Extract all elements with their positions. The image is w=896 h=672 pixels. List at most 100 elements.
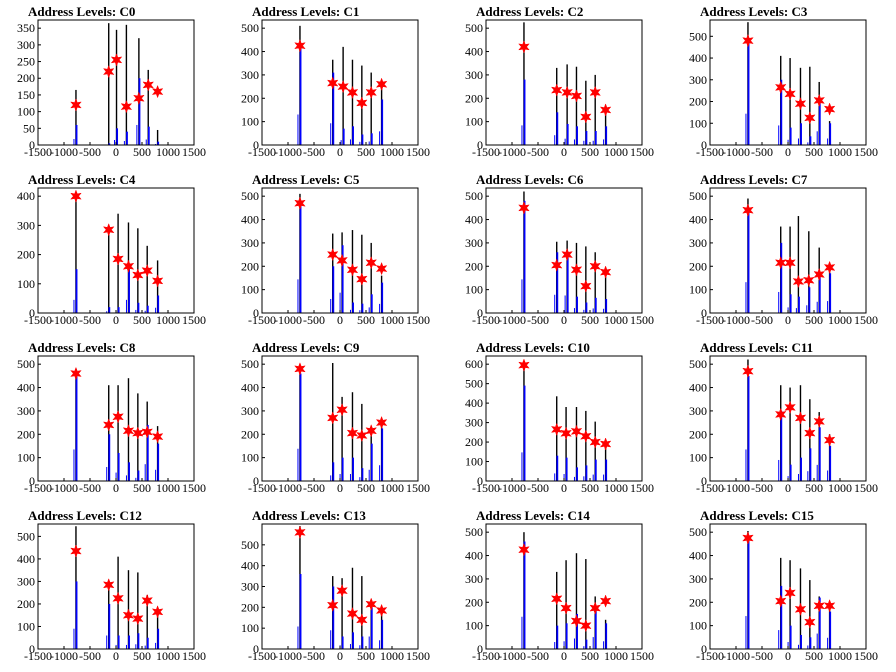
y-tick-label: 100 [17, 451, 35, 465]
x-tick-label: 1500 [406, 145, 430, 159]
y-tick-label: 200 [17, 71, 35, 85]
x-tick-label: -1500 [24, 313, 52, 327]
x-tick-label: -1500 [472, 313, 500, 327]
level-marker [132, 426, 144, 440]
y-tick-label: 0 [29, 642, 35, 656]
level-marker [346, 606, 359, 621]
x-tick-label: -500 [79, 481, 101, 495]
y-tick-label: 300 [689, 404, 707, 418]
y-tick-label: 400 [689, 213, 707, 227]
x-tick-label: 0 [113, 145, 119, 159]
y-tick-label: 500 [689, 357, 707, 371]
chart-panel-4: Address Levels: C4 0 100 200 300 400 -1500-100… [17, 172, 206, 327]
level-marker [804, 615, 816, 629]
chart-title: Address Levels: C0 [28, 4, 135, 19]
chart-panel-7: Address Levels: C70100200300400500-1500-… [689, 172, 878, 327]
x-tick-label: 1000 [604, 649, 628, 663]
y-tick-label: 0 [701, 474, 707, 488]
x-tick-label: 1000 [604, 481, 628, 495]
level-marker [804, 111, 816, 125]
y-tick-label: 0 [477, 138, 483, 152]
chart-title: Address Levels: C4 [28, 172, 136, 187]
x-tick-label: 1000 [828, 481, 852, 495]
x-tick-label: 1000 [604, 145, 628, 159]
level-marker [346, 85, 359, 100]
plot-frame [261, 19, 419, 146]
chart-title: Address Levels: C1 [252, 4, 359, 19]
x-tick-label: 1500 [182, 649, 206, 663]
chart-title: Address Levels: C3 [700, 4, 808, 19]
level-marker [599, 437, 612, 451]
level-marker [823, 260, 836, 275]
y-tick-label: 100 [689, 619, 707, 633]
plot-frame [485, 19, 643, 146]
level-marker [550, 592, 563, 606]
x-tick-label: -1000 [274, 649, 302, 663]
x-tick-label: 500 [805, 313, 823, 327]
y-tick-label: 500 [241, 189, 259, 203]
level-marker [132, 268, 144, 282]
x-tick-label: 1000 [828, 649, 852, 663]
plot-frame [709, 523, 867, 650]
x-tick-label: 1500 [630, 649, 654, 663]
level-marker [580, 279, 592, 293]
level-marker [336, 583, 348, 598]
y-tick-label: 300 [17, 574, 35, 588]
level-marker [518, 358, 530, 372]
y-tick-label: 0 [253, 306, 259, 320]
level-marker [784, 87, 796, 101]
level-marker [70, 98, 82, 112]
x-tick-label: -1000 [722, 145, 750, 159]
y-tick-label: 500 [17, 357, 35, 371]
y-tick-label: 200 [17, 248, 35, 262]
y-tick-label: 300 [241, 580, 259, 594]
y-tick-label: 100 [689, 116, 707, 130]
x-tick-label: -1000 [722, 649, 750, 663]
level-marker [580, 429, 592, 443]
y-tick-label: 300 [17, 218, 35, 232]
y-tick-label: 200 [689, 427, 707, 441]
y-tick-label: 100 [241, 451, 259, 465]
y-tick-label: 300 [689, 236, 707, 250]
level-marker [823, 433, 836, 447]
x-tick-label: -500 [79, 145, 101, 159]
y-tick-label: 500 [241, 538, 259, 552]
x-tick-label: -500 [303, 145, 325, 159]
level-marker [151, 605, 164, 619]
y-tick-label: 500 [465, 525, 483, 539]
y-tick-label: 100 [689, 283, 707, 297]
level-marker [599, 594, 612, 608]
plot-frame [37, 523, 195, 650]
x-tick-label: -500 [527, 481, 549, 495]
y-tick-label: 200 [241, 91, 259, 105]
y-tick-label: 400 [241, 45, 259, 59]
x-tick-label: -1000 [498, 313, 526, 327]
x-tick-label: -500 [79, 649, 101, 663]
chart-title: Address Levels: C7 [700, 172, 808, 187]
chart-panel-12: Address Levels: C12 0 100 200 300 400 500 -1500… [17, 508, 206, 663]
chart-title: Address Levels: C11 [700, 340, 813, 355]
level-marker [336, 253, 348, 268]
y-tick-label: 0 [29, 138, 35, 152]
y-tick-label: 200 [17, 427, 35, 441]
level-marker [570, 263, 583, 277]
y-tick-label: 0 [29, 474, 35, 488]
level-marker [570, 89, 583, 103]
x-tick-label: -500 [751, 145, 773, 159]
plot-frame [485, 355, 643, 482]
x-tick-label: -1500 [696, 313, 724, 327]
level-marker [774, 256, 787, 270]
chart-title: Address Levels: C5 [252, 172, 360, 187]
level-marker [589, 259, 602, 273]
level-marker [326, 411, 339, 425]
y-tick-label: 0 [253, 474, 259, 488]
x-tick-label: 1500 [182, 145, 206, 159]
y-tick-label: 400 [689, 51, 707, 65]
y-tick-label: 100 [17, 105, 35, 119]
x-tick-label: -1000 [50, 145, 78, 159]
y-tick-label: 200 [465, 435, 483, 449]
level-marker [151, 84, 164, 99]
x-tick-label: 0 [561, 145, 567, 159]
y-tick-label: 400 [17, 552, 35, 566]
level-marker [122, 259, 135, 273]
